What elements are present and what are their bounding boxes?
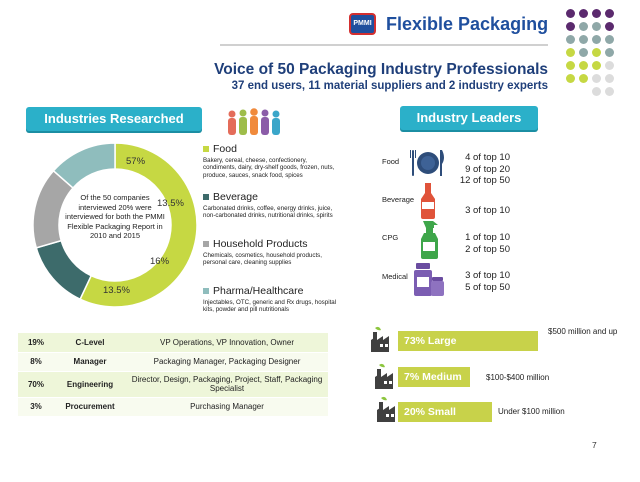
legend-household: Household Products Chemicals, cosmetics,… (203, 238, 338, 267)
header-divider (220, 44, 548, 46)
donut-label-household: 16% (150, 256, 170, 267)
legend-pharma: Pharma/Healthcare Injectables, OTC, gene… (203, 285, 338, 314)
leader-stat: 1 of top 10 (465, 232, 510, 243)
pill-bottles-icon (414, 263, 444, 296)
leader-stat: 4 of top 10 (465, 152, 510, 163)
leader-category-beverage: Beverage (382, 195, 415, 204)
role-share: 8% (18, 352, 54, 372)
donut-label-beverage: 13.5% (157, 198, 184, 209)
legend-desc: Chemicals, cosmetics, household products… (203, 252, 322, 267)
role-name: Engineering (54, 371, 126, 398)
table-row: 8% Manager Packaging Manager, Packaging … (18, 352, 328, 372)
spray-bottle-icon (421, 221, 438, 259)
donut-slice-pharma (52, 142, 116, 190)
role-name: Procurement (54, 397, 126, 417)
legend-swatch (203, 241, 209, 247)
legend-desc: Bakery, cereal, cheese, confectionery, c… (203, 157, 335, 179)
leader-stat: 12 of top 50 (459, 175, 510, 186)
size-note-medium: $100-$400 million (486, 373, 550, 382)
role-titles: Purchasing Manager (126, 397, 328, 417)
leader-stat: 3 of top 10 (465, 270, 510, 281)
role-name: Manager (54, 352, 126, 372)
role-titles: Packaging Manager, Packaging Designer (126, 352, 328, 372)
size-note-large: $500 million and up (548, 327, 618, 336)
leader-stat: 2 of top 50 (465, 243, 510, 255)
role-share: 19% (18, 333, 54, 353)
donut-slice-food (79, 142, 198, 308)
size-note-small: Under $100 million (498, 407, 565, 416)
factory-icon (377, 396, 395, 422)
leader-category-medical: Medical (382, 272, 408, 281)
bottle-icon (421, 183, 435, 219)
legend-food: Food Bakery, cereal, cheese, confectione… (203, 143, 338, 179)
page-number: 7 (592, 440, 597, 450)
leader-category-cpg: CPG (382, 233, 399, 242)
leader-stat: 3 of top 10 (465, 205, 510, 216)
legend-swatch (203, 146, 209, 152)
legend-beverage: Beverage Carbonated drinks, coffee, ener… (203, 191, 338, 220)
legend-name: Household Products (213, 238, 308, 250)
role-name: C-Level (54, 333, 126, 353)
leader-stats-food: 4 of top 10 9 of top 20 12 of top 50 (450, 152, 510, 187)
brand-title: Flexible Packaging (386, 14, 549, 34)
role-titles: Director, Design, Packaging, Project, St… (126, 371, 328, 398)
size-bar-medium: 7% Medium (398, 367, 470, 387)
size-bar-small: 20% Small (398, 402, 492, 422)
legend-name: Pharma/Healthcare (213, 285, 304, 297)
industries-researched-banner: Industries Researched (26, 107, 202, 131)
slide-title: Voice of 50 Packaging Industry Professio… (214, 61, 548, 78)
legend-swatch (203, 288, 209, 294)
role-share: 3% (18, 397, 54, 417)
leader-stats-beverage: 3 of top 10 (450, 205, 510, 217)
factory-icon (371, 326, 389, 352)
legend-name: Food (213, 143, 237, 155)
plate-fork-knife-icon (410, 150, 444, 176)
legend-name: Beverage (213, 191, 258, 203)
leader-stats-cpg: 1 of top 10 2 of top 50 (450, 232, 510, 255)
donut-center-note: Of the 50 companies interviewed 20% were… (65, 193, 165, 240)
leader-stat: 5 of top 50 (465, 281, 510, 293)
table-row: 70% Engineering Director, Design, Packag… (18, 371, 328, 398)
people-icon (228, 108, 280, 135)
size-bar-large: 73% Large (398, 331, 538, 351)
legend-desc: Injectables, OTC, generic and Rx drugs, … (203, 299, 337, 314)
slide-subtitle: 37 end users, 11 material suppliers and … (231, 80, 548, 92)
roles-table: 19% C-Level VP Operations, VP Innovation… (18, 333, 328, 417)
factory-icon (375, 363, 393, 389)
table-row: 3% Procurement Purchasing Manager (18, 397, 328, 417)
industries-donut-chart (32, 142, 198, 308)
legend-desc: Carbonated drinks, coffee, energy drinks… (203, 205, 333, 220)
legend-swatch (203, 194, 209, 200)
industry-leaders-banner: Industry Leaders (400, 106, 538, 130)
donut-label-food: 57% (126, 156, 146, 167)
role-share: 70% (18, 371, 54, 398)
donut-slice-beverage (35, 239, 93, 301)
table-row: 19% C-Level VP Operations, VP Innovation… (18, 333, 328, 353)
pmmi-logo: PMMI (349, 13, 376, 35)
leader-category-food: Food (382, 157, 400, 166)
leader-stat: 9 of top 20 (465, 163, 510, 175)
leader-stats-medical: 3 of top 10 5 of top 50 (450, 270, 510, 293)
role-titles: VP Operations, VP Innovation, Owner (126, 333, 328, 353)
donut-label-pharma: 13.5% (103, 285, 130, 296)
